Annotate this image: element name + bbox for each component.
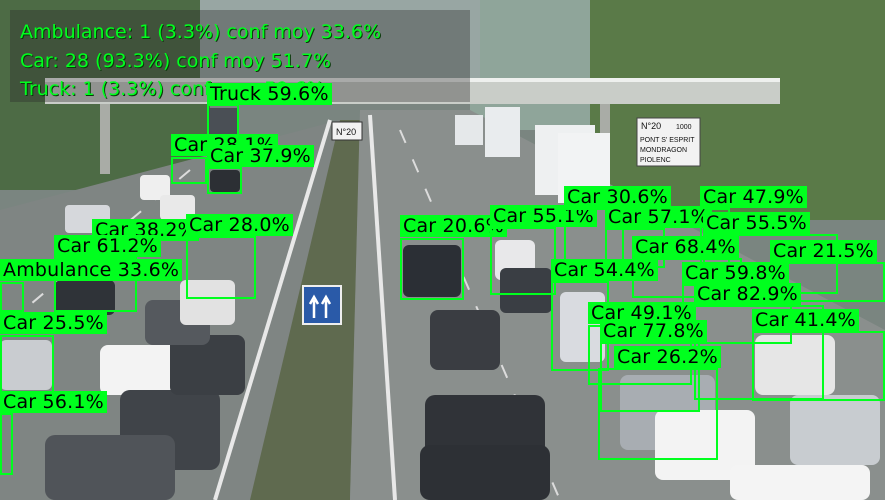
overpass-bridge [45, 80, 780, 104]
sign-line-2: MONDRAGON [640, 147, 687, 154]
detection-label: Car 82.9% [694, 283, 801, 305]
detection-label: Car 20.6% [400, 215, 507, 237]
detection-box [0, 335, 54, 393]
detection-box [0, 413, 13, 475]
detection-label: Car 59.8% [682, 262, 789, 284]
detection-label: Car 49.1% [588, 302, 695, 324]
detection-label: Car 28.0% [186, 214, 293, 236]
detection-box [752, 331, 885, 401]
detection-box [598, 368, 718, 460]
sign-n20-small-text: N°20 [336, 127, 356, 137]
detection-box [171, 157, 207, 184]
detection-box [600, 342, 700, 412]
sign-lane-arrows [302, 285, 342, 325]
detection-label: Car 55.1% [490, 205, 597, 227]
detection-box [400, 238, 464, 300]
detection-box [186, 236, 256, 299]
detection-box [0, 282, 24, 312]
detection-label: Car 21.5% [770, 240, 877, 262]
detection-label: Car 61.2% [54, 235, 161, 257]
detection-box [54, 257, 137, 312]
summary-ambulance: Ambulance: 1 (3.3%) conf moy 33.6% [20, 21, 382, 43]
tree-line-right [560, 0, 885, 220]
sign-n20-small [331, 121, 363, 141]
detection-label: Car 26.2% [614, 346, 721, 368]
detection-label: Car 68.4% [632, 236, 739, 258]
sign-n20-big-text: N°20 [641, 121, 661, 131]
detection-label: Car 77.8% [600, 320, 707, 342]
summary-car: Car: 28 (93.3%) conf moy 51.7% [20, 50, 331, 72]
detection-box [207, 104, 239, 137]
detection-label: Car 30.6% [564, 186, 671, 208]
detection-label: Car 54.4% [551, 259, 658, 281]
detection-label: Truck 59.6% [207, 83, 332, 105]
detection-label: Ambulance 33.6% [0, 259, 183, 281]
detection-label: Car 47.9% [700, 186, 807, 208]
detection-label: Car 41.4% [752, 309, 859, 331]
detection-label: Car 55.5% [703, 212, 810, 234]
sign-direction [636, 117, 701, 167]
sign-line-3: PIOLENC [640, 157, 671, 164]
detection-label: Car 56.1% [0, 391, 107, 413]
sign-distance-text: 1000 [676, 124, 692, 131]
detection-box [207, 167, 242, 194]
detection-label: Car 57.1% [605, 206, 712, 228]
sign-line-1: PONT S' ESPRIT [640, 137, 695, 144]
detection-label: Car 25.5% [0, 312, 107, 334]
detection-label: Car 37.9% [207, 145, 314, 167]
detection-box [490, 227, 556, 295]
